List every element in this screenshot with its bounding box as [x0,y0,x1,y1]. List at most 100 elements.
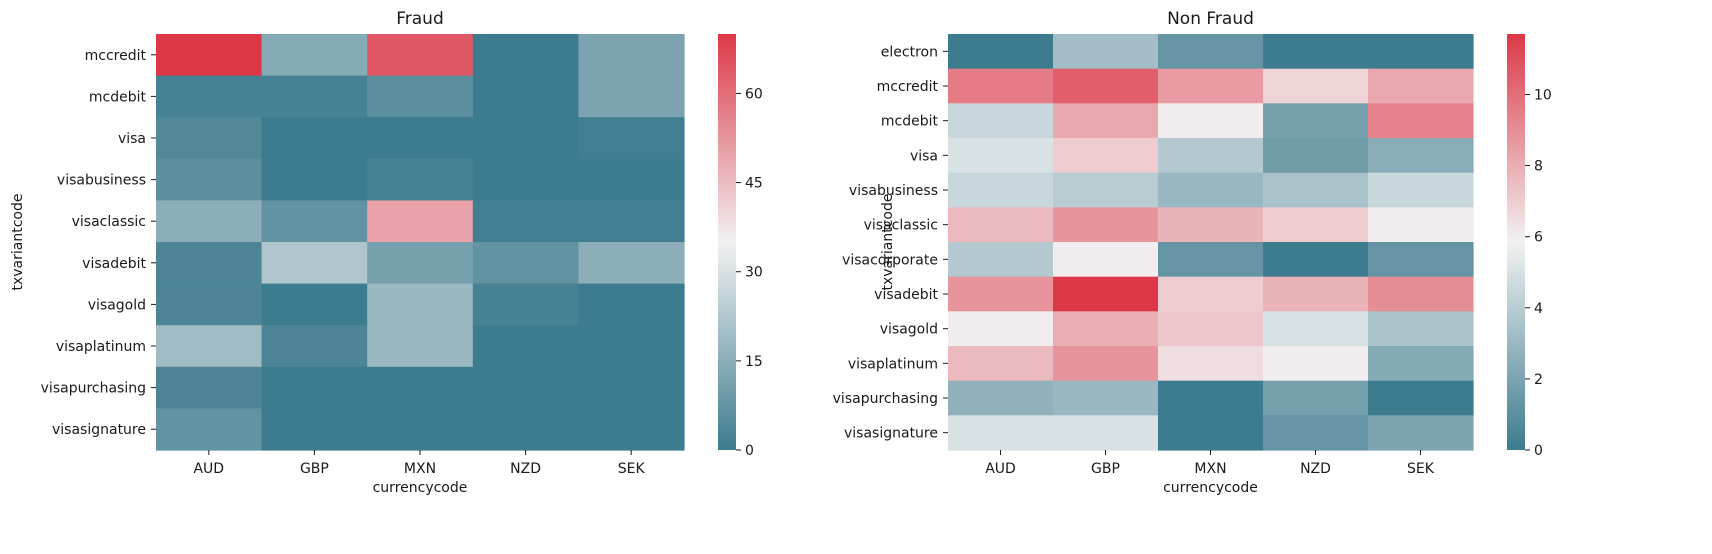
heatmap-cell [948,172,1054,208]
heatmap-cell [1368,207,1474,243]
colorbar-tick-label: 45 [745,176,763,192]
heatmap-cell [1263,103,1369,139]
heatmap-cell [261,75,368,118]
colorbar [718,34,736,450]
y-tick-label: visa [910,148,938,164]
heatmap-cell [1053,380,1159,416]
colorbar-tick-label: 15 [745,354,763,370]
colorbar-tick-label: 10 [1534,87,1552,103]
heatmap-cell [472,366,579,409]
heatmap-cell [1263,415,1369,451]
heatmap-cell [367,408,474,451]
heatmap-cell [578,158,685,201]
heatmap-cell [1263,346,1369,382]
heatmap-cell [261,242,368,285]
heatmap-cell [1053,415,1159,451]
heatmap-cell [156,408,263,451]
heatmap-cell [1263,68,1369,104]
heatmap-cell [261,200,368,243]
y-tick-label: visasignature [844,426,938,442]
heatmap-cell [156,34,263,77]
heatmap-cell [367,366,474,409]
heatmap-cell [1158,68,1264,104]
heatmap-cell [1053,103,1159,139]
heatmap-cell [1053,138,1159,174]
y-tick-label: visapurchasing [833,391,938,407]
heatmap-cell [156,366,263,409]
heatmap-cell [367,75,474,118]
heatmap-cell [261,366,368,409]
heatmap-cell [1053,172,1159,208]
heatmap-cell [1158,380,1264,416]
heatmap-cell [261,283,368,326]
heatmap-cell [1158,242,1264,278]
heatmap-cell [156,283,263,326]
x-tick-label: NZD [510,461,541,477]
heatmap-cell [1263,380,1369,416]
heatmap-cell [1368,346,1474,382]
y-tick-label: visadebit [82,256,146,272]
heatmap-cell [948,68,1054,104]
colorbar-tick-label: 6 [1534,230,1543,246]
heatmap-cell [948,380,1054,416]
heatmap-cell [1053,276,1159,312]
heatmap-cell [1368,380,1474,416]
heatmap-cell [1263,207,1369,243]
heatmap-cell [156,75,263,118]
heatmap-cell [367,325,474,368]
heatmap-cell [1263,172,1369,208]
heatmap-cell [472,117,579,160]
x-tick-label: NZD [1300,461,1331,477]
heatmap-cell [367,283,474,326]
chart-title: Fraud [396,9,444,29]
heatmap-cell [1368,415,1474,451]
y-tick-label: visadebit [874,287,938,303]
heatmap-cell [1263,34,1369,70]
heatmap-cell [1158,311,1264,347]
heatmap-cell [578,75,685,118]
heatmap-cell [1053,34,1159,70]
heatmap-cell [1053,207,1159,243]
heatmap-cell [578,325,685,368]
y-axis-label: txvariantcode [10,194,26,291]
heatmap-cell [156,117,263,160]
heatmap-cell [948,242,1054,278]
heatmap-cell [367,158,474,201]
heatmap-cell [367,34,474,77]
colorbar-tick-label: 4 [1534,301,1543,317]
heatmap-cell [1158,34,1264,70]
heatmap-cell [578,117,685,160]
colorbar-tick-label: 8 [1534,159,1543,175]
heatmap-cell [578,408,685,451]
x-tick-label: MXN [1194,461,1226,477]
heatmap-cell [948,311,1054,347]
y-tick-label: visaclassic [72,214,146,230]
colorbar-tick-label: 30 [745,265,763,281]
y-tick-label: visaclassic [864,218,938,234]
heatmap-cell [156,242,263,285]
colorbar-tick-label: 0 [745,443,754,459]
heatmap-cell [472,325,579,368]
x-tick-label: SEK [618,461,646,477]
heatmap-cell [1053,346,1159,382]
colorbar [1507,34,1525,450]
y-tick-label: mccredit [877,79,939,95]
y-tick-label: visaplatinum [56,339,146,355]
heatmap-panel-1: Non Fraud electron mccredit mcdebit visa visa… [833,9,1552,496]
heatmap-cell [1158,207,1264,243]
y-tick-label: visabusiness [57,173,146,189]
x-tick-label: GBP [300,461,329,477]
y-tick-label: visacorporate [842,252,938,268]
heatmap-cell [578,200,685,243]
heatmap-cell [1158,276,1264,312]
y-tick-label: visasignature [52,422,146,438]
heatmap-cell [367,200,474,243]
x-axis-label: currencycode [1163,480,1258,496]
y-tick-label: visagold [880,322,938,338]
heatmap-cell [1158,103,1264,139]
heatmap-cell [1368,172,1474,208]
heatmap-cell [1158,415,1264,451]
heatmap-cell [261,325,368,368]
heatmap-cell [1053,242,1159,278]
